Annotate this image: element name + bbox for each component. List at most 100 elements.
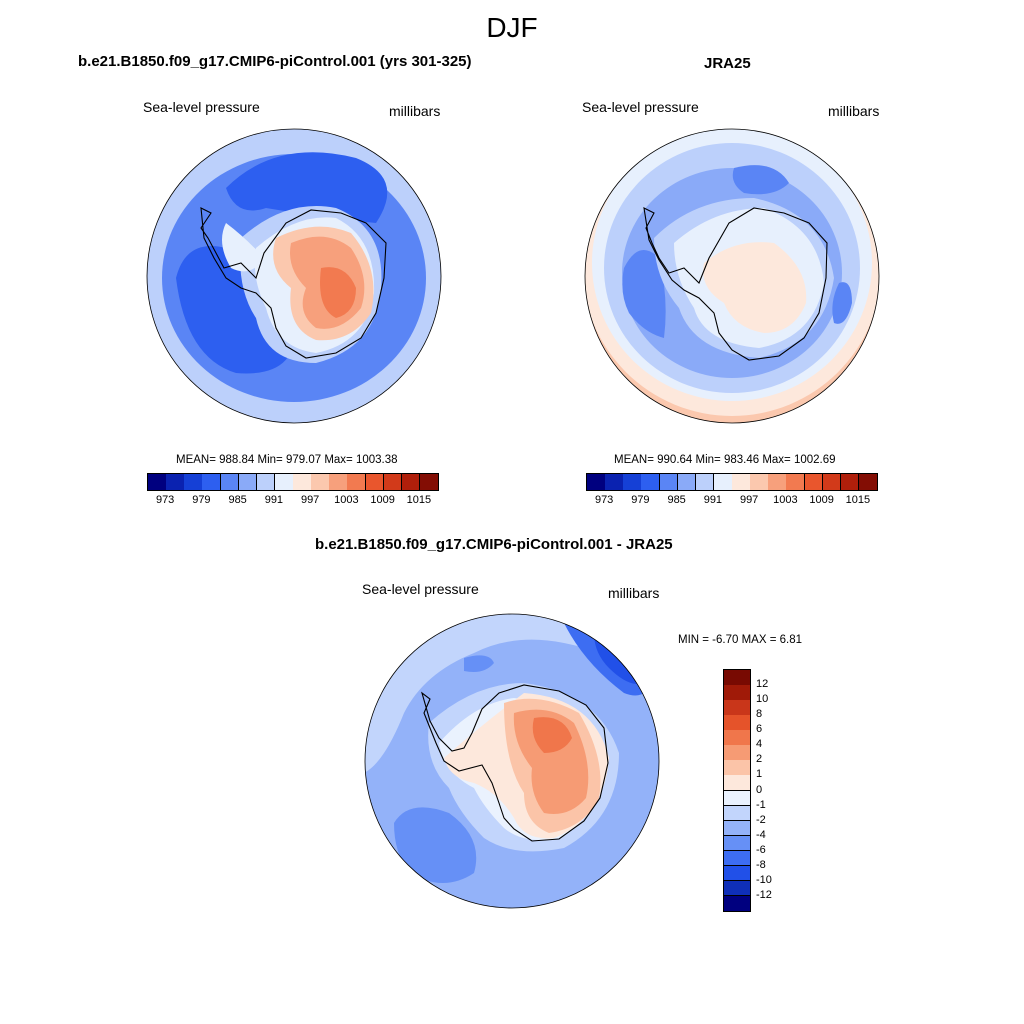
- diff-colorbar-ticks: 12 10 8 6 4 2 1 0 -1 -2 -4 -6 -8 -10 -12: [756, 669, 796, 910]
- diff-colorbar-swatch: [724, 745, 750, 761]
- diff-polar-map: [364, 613, 660, 909]
- obs-colorbar-tick-label: 997: [739, 494, 759, 506]
- diff-field-low-north: [464, 655, 494, 672]
- obs-variable-label: Sea-level pressure: [582, 99, 699, 115]
- diff-stats: MIN = -6.70 MAX = 6.81: [678, 634, 803, 646]
- obs-colorbar: [586, 473, 878, 491]
- model-colorbar-ticks: 973 979 985 991 997 1003 1009 1015: [147, 494, 437, 508]
- obs-panel-title: JRA25: [704, 55, 751, 72]
- obs-colorbar-swatch: [605, 474, 624, 490]
- model-field-low-north: [226, 152, 388, 223]
- model-colorbar: [147, 473, 439, 491]
- diff-colorbar-tick-label: -8: [756, 858, 766, 871]
- obs-colorbar-swatch: [713, 474, 733, 490]
- model-colorbar-swatch: [256, 474, 276, 490]
- diff-colorbar-tick-label: -2: [756, 813, 766, 826]
- model-colorbar-swatch: [401, 474, 421, 490]
- model-colorbar-tick-label: 979: [192, 494, 211, 506]
- model-variable-label: Sea-level pressure: [143, 99, 260, 115]
- model-polar-map: [146, 128, 442, 424]
- obs-colorbar-tick-label: 1015: [845, 494, 871, 506]
- model-colorbar-swatch: [347, 474, 366, 490]
- obs-colorbar-swatch: [695, 474, 715, 490]
- obs-colorbar-swatch: [659, 474, 679, 490]
- diff-colorbar-swatch: [724, 775, 750, 791]
- diff-colorbar-swatch: [724, 820, 750, 837]
- model-colorbar-tick-label: 1003: [334, 494, 359, 506]
- diff-colorbar-tick-label: 1: [756, 768, 763, 781]
- model-colorbar-swatch: [365, 474, 385, 490]
- diff-colorbar-tick-label: 4: [756, 738, 763, 751]
- model-colorbar-tick-label: 1009: [370, 494, 395, 506]
- diff-units-label: millibars: [608, 585, 660, 601]
- obs-field-low-west: [622, 250, 666, 338]
- obs-field-low-east: [832, 282, 852, 324]
- diff-colorbar: [723, 669, 751, 912]
- diff-colorbar-tick-label: -1: [756, 798, 766, 811]
- obs-colorbar-tick-label: 985: [667, 494, 686, 506]
- obs-colorbar-swatch: [804, 474, 824, 490]
- diff-colorbar-swatch: [724, 790, 750, 807]
- model-colorbar-swatch: [329, 474, 348, 490]
- diff-colorbar-tick-label: 2: [756, 753, 763, 766]
- figure-title: DJF: [486, 12, 538, 43]
- diff-panel-title: b.e21.B1850.f09_g17.CMIP6-piControl.001 …: [315, 536, 673, 553]
- model-colorbar-swatch: [184, 474, 203, 490]
- obs-colorbar-ticks: 973 979 985 991 997 1003 1009 1015: [586, 494, 876, 508]
- obs-map-boundary: [584, 128, 880, 424]
- obs-colorbar-swatch: [587, 474, 606, 490]
- diff-field-low-southwest: [394, 807, 477, 883]
- obs-colorbar-swatch: [677, 474, 697, 490]
- obs-antarctica-coastline: [643, 207, 828, 361]
- model-colorbar-tick-label: 1015: [406, 494, 432, 506]
- obs-field-low-north: [732, 165, 789, 195]
- model-colorbar-tick-label: 997: [300, 494, 320, 506]
- obs-colorbar-tick-label: 991: [703, 494, 723, 506]
- diff-colorbar-tick-label: 0: [756, 783, 763, 796]
- diff-colorbar-swatch: [724, 835, 750, 852]
- diff-colorbar-tick-label: 10: [756, 693, 769, 706]
- model-units-label: millibars: [389, 103, 441, 119]
- diff-colorbar-swatch: [724, 805, 750, 822]
- obs-colorbar-swatch: [732, 474, 751, 490]
- diff-variable-label: Sea-level pressure: [362, 581, 479, 597]
- diff-colorbar-swatch: [724, 880, 750, 897]
- diff-colorbar-tick-label: -4: [756, 828, 766, 841]
- diff-colorbar-swatch: [724, 685, 750, 701]
- obs-units-label: millibars: [828, 103, 880, 119]
- obs-colorbar-swatch: [822, 474, 842, 490]
- obs-colorbar-tick-label: 1003: [773, 494, 798, 506]
- model-colorbar-swatch: [293, 474, 312, 490]
- obs-polar-map: [584, 128, 880, 424]
- model-colorbar-swatch: [383, 474, 403, 490]
- diff-colorbar-swatch: [724, 700, 750, 716]
- diff-colorbar-tick-label: -6: [756, 843, 766, 856]
- model-colorbar-swatch: [238, 474, 258, 490]
- diff-colorbar-swatch: [724, 865, 750, 882]
- model-map-boundary: [146, 128, 442, 424]
- diff-colorbar-tick-label: 12: [756, 678, 769, 691]
- model-colorbar-swatch: [202, 474, 221, 490]
- model-colorbar-swatch: [274, 474, 294, 490]
- diff-colorbar-tick-label: 8: [756, 708, 763, 721]
- diff-colorbar-tick-label: -12: [756, 888, 772, 901]
- diff-field-north-band: [365, 614, 659, 773]
- diff-colorbar-swatch: [724, 715, 750, 731]
- obs-colorbar-swatch: [858, 474, 878, 490]
- model-panel-title: b.e21.B1850.f09_g17.CMIP6-piControl.001 …: [78, 53, 472, 70]
- model-stats: MEAN= 988.84 Min= 979.07 Max= 1003.38: [176, 454, 398, 466]
- obs-field-high-1: [703, 242, 807, 333]
- obs-colorbar-swatch: [623, 474, 642, 490]
- obs-colorbar-tick-label: 973: [594, 494, 614, 506]
- model-colorbar-tick-label: 985: [228, 494, 247, 506]
- obs-colorbar-tick-label: 1009: [809, 494, 834, 506]
- obs-colorbar-swatch: [840, 474, 860, 490]
- diff-colorbar-swatch: [724, 670, 750, 686]
- model-colorbar-tick-label: 973: [155, 494, 175, 506]
- obs-stats: MEAN= 990.64 Min= 983.46 Max= 1002.69: [614, 454, 836, 466]
- obs-colorbar-swatch: [641, 474, 660, 490]
- diff-colorbar-swatch: [724, 895, 750, 912]
- obs-colorbar-swatch: [786, 474, 805, 490]
- diff-colorbar-tick-label: 6: [756, 723, 763, 736]
- model-colorbar-swatch: [220, 474, 240, 490]
